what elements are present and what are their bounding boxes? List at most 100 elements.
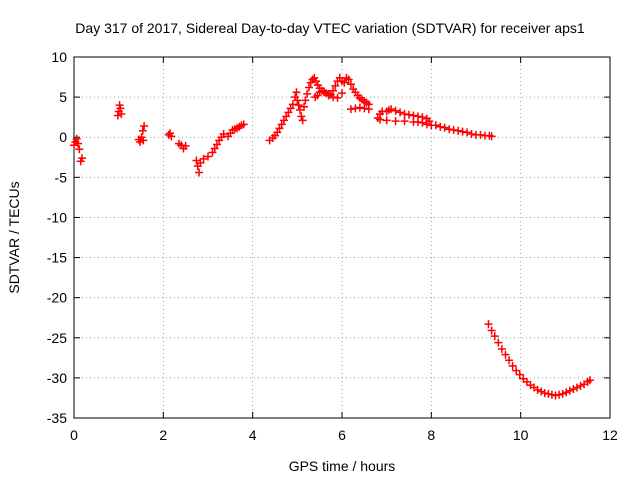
data-point	[298, 116, 307, 125]
data-point	[558, 389, 567, 398]
y-tick-label: -20	[47, 290, 67, 306]
data-point	[445, 125, 454, 134]
y-tick-label: -25	[47, 330, 67, 346]
x-axis-label: GPS time / hours	[289, 458, 396, 474]
data-point	[501, 350, 510, 359]
data-point	[333, 93, 342, 102]
data-point	[138, 126, 147, 135]
data-point	[192, 156, 201, 165]
data-point	[239, 120, 248, 129]
data-point	[422, 120, 431, 129]
data-point	[387, 105, 396, 114]
grid	[74, 57, 610, 418]
x-tick-label: 6	[338, 427, 346, 443]
data-point	[117, 109, 126, 118]
data-point	[296, 105, 305, 114]
y-tick-label: -5	[55, 169, 68, 185]
data-point	[346, 80, 355, 89]
data-point	[533, 385, 542, 394]
data-point	[320, 87, 329, 96]
data-point	[338, 89, 346, 98]
chart-title: Day 317 of 2017, Sidereal Day-to-day VTE…	[75, 20, 585, 36]
data-point	[484, 320, 493, 329]
data-point	[181, 142, 190, 151]
data-point	[449, 126, 458, 135]
data-point	[537, 387, 546, 396]
data-point	[315, 88, 324, 97]
y-tick-label: -15	[47, 250, 67, 266]
data-point	[275, 124, 284, 133]
data-point	[494, 338, 503, 347]
y-tick-label: 0	[59, 129, 67, 145]
y-tick-label: -35	[47, 410, 67, 426]
data-point	[505, 356, 514, 365]
data-point	[375, 115, 384, 124]
x-tick-label: 8	[427, 427, 435, 443]
data-point	[396, 108, 405, 117]
data-point	[487, 132, 496, 141]
data-point	[300, 102, 309, 111]
data-point	[364, 105, 373, 114]
data-point	[458, 127, 467, 136]
data-point	[196, 158, 205, 167]
data-point	[547, 390, 556, 399]
x-tick-label: 12	[602, 427, 618, 443]
x-tick-label: 10	[513, 427, 529, 443]
data-point	[555, 390, 564, 399]
data-point	[204, 152, 212, 161]
data-point	[273, 128, 282, 137]
data-point	[113, 111, 122, 120]
data-point	[288, 100, 297, 109]
data-point	[297, 112, 306, 121]
data-point	[544, 389, 553, 398]
x-tick-label: 4	[249, 427, 257, 443]
x-tick-label: 2	[159, 427, 167, 443]
data-point	[418, 118, 427, 127]
data-point	[286, 104, 295, 113]
y-tick-label: -30	[47, 370, 67, 386]
data-point	[331, 81, 340, 90]
data-point	[74, 139, 83, 148]
data-point	[304, 83, 313, 92]
data-point	[454, 126, 463, 135]
data-point	[324, 91, 333, 100]
data-point	[340, 78, 349, 87]
data-point	[463, 128, 472, 137]
data-point	[515, 370, 524, 379]
data-point	[508, 361, 517, 370]
y-tick-label: 10	[51, 49, 67, 65]
data-point	[292, 88, 301, 97]
data-point	[293, 96, 302, 105]
data-point	[431, 121, 440, 130]
data-point	[199, 154, 208, 163]
y-tick-label: -10	[47, 209, 67, 225]
data-point	[497, 345, 506, 354]
y-tick-label: 5	[59, 89, 67, 105]
data-point	[284, 108, 293, 117]
data-point	[140, 121, 149, 130]
data-point	[329, 93, 338, 102]
data-point	[303, 89, 312, 98]
data-point	[382, 116, 391, 125]
data-point	[346, 105, 355, 114]
data-point	[400, 117, 409, 126]
data-point	[585, 376, 594, 385]
data-point	[139, 136, 148, 145]
x-tick-label: 0	[70, 427, 78, 443]
data-point	[487, 326, 496, 335]
data-point	[400, 109, 409, 118]
y-axis-label: SDTVAR / TECUs	[6, 181, 22, 293]
data-point	[405, 110, 413, 119]
data-point	[78, 154, 87, 163]
data-point	[572, 383, 581, 392]
data-point	[75, 145, 84, 154]
data-point	[208, 148, 217, 157]
data-point	[301, 96, 310, 105]
data-point	[360, 104, 369, 113]
data-point	[565, 386, 574, 395]
data-point	[116, 104, 125, 113]
data-point	[569, 385, 578, 394]
data-point	[355, 103, 364, 112]
data-point	[562, 388, 571, 397]
